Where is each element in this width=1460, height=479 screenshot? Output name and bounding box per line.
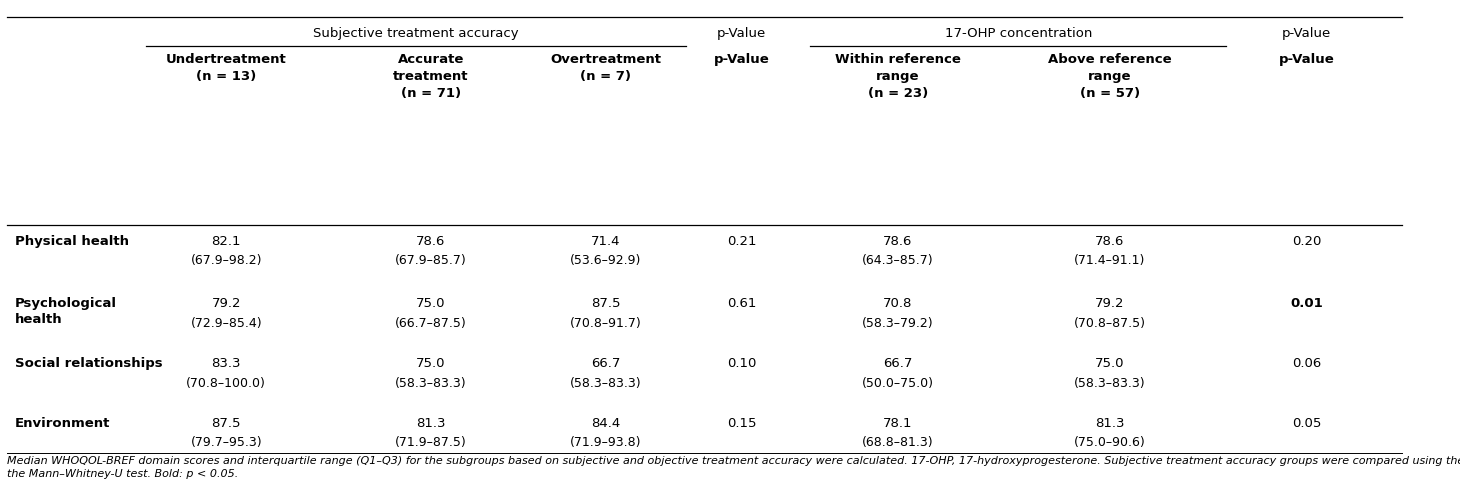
- Text: 84.4: 84.4: [591, 417, 620, 430]
- Text: 78.6: 78.6: [1095, 235, 1124, 248]
- Text: 0.01: 0.01: [1291, 297, 1323, 310]
- Text: (58.3–83.3): (58.3–83.3): [569, 377, 642, 390]
- Text: 78.6: 78.6: [883, 235, 912, 248]
- Text: Social relationships: Social relationships: [15, 357, 162, 370]
- Text: 79.2: 79.2: [1095, 297, 1124, 310]
- Text: p-Value: p-Value: [714, 53, 769, 66]
- Text: (50.0–75.0): (50.0–75.0): [861, 377, 934, 390]
- Text: (79.7–95.3): (79.7–95.3): [190, 436, 263, 449]
- Text: the Mann–Whitney-U test. Bold: p < 0.05.: the Mann–Whitney-U test. Bold: p < 0.05.: [7, 469, 238, 479]
- Text: 66.7: 66.7: [591, 357, 620, 370]
- Text: (67.9–85.7): (67.9–85.7): [394, 254, 467, 267]
- Text: 75.0: 75.0: [1095, 357, 1124, 370]
- Text: 0.15: 0.15: [727, 417, 756, 430]
- Text: (64.3–85.7): (64.3–85.7): [861, 254, 934, 267]
- Text: 71.4: 71.4: [591, 235, 620, 248]
- Text: (53.6–92.9): (53.6–92.9): [571, 254, 641, 267]
- Text: 79.2: 79.2: [212, 297, 241, 310]
- Text: (66.7–87.5): (66.7–87.5): [394, 317, 467, 330]
- Text: 81.3: 81.3: [1095, 417, 1124, 430]
- Text: (58.3–83.3): (58.3–83.3): [1073, 377, 1146, 390]
- Text: 75.0: 75.0: [416, 357, 445, 370]
- Text: Subjective treatment accuracy: Subjective treatment accuracy: [314, 27, 518, 40]
- Text: 82.1: 82.1: [212, 235, 241, 248]
- Text: 0.10: 0.10: [727, 357, 756, 370]
- Text: (58.3–79.2): (58.3–79.2): [861, 317, 934, 330]
- Text: (67.9–98.2): (67.9–98.2): [191, 254, 261, 267]
- Text: (70.8–91.7): (70.8–91.7): [569, 317, 642, 330]
- Text: (72.9–85.4): (72.9–85.4): [190, 317, 263, 330]
- Text: 66.7: 66.7: [883, 357, 912, 370]
- Text: (71.4–91.1): (71.4–91.1): [1075, 254, 1145, 267]
- Text: Psychological
health: Psychological health: [15, 297, 117, 326]
- Text: 78.1: 78.1: [883, 417, 912, 430]
- Text: 0.61: 0.61: [727, 297, 756, 310]
- Text: 75.0: 75.0: [416, 297, 445, 310]
- Text: Above reference
range
(n = 57): Above reference range (n = 57): [1048, 53, 1171, 100]
- Text: 81.3: 81.3: [416, 417, 445, 430]
- Text: 0.06: 0.06: [1292, 357, 1321, 370]
- Text: (71.9–93.8): (71.9–93.8): [571, 436, 641, 449]
- Text: 78.6: 78.6: [416, 235, 445, 248]
- Text: 87.5: 87.5: [212, 417, 241, 430]
- Text: 87.5: 87.5: [591, 297, 620, 310]
- Text: p-Value: p-Value: [717, 27, 766, 40]
- Text: (70.8–100.0): (70.8–100.0): [187, 377, 266, 390]
- Text: Undertreatment
(n = 13): Undertreatment (n = 13): [166, 53, 286, 83]
- Text: 83.3: 83.3: [212, 357, 241, 370]
- Text: Within reference
range
(n = 23): Within reference range (n = 23): [835, 53, 961, 100]
- Text: (70.8–87.5): (70.8–87.5): [1073, 317, 1146, 330]
- Text: Environment: Environment: [15, 417, 110, 430]
- Text: (68.8–81.3): (68.8–81.3): [861, 436, 934, 449]
- Text: (75.0–90.6): (75.0–90.6): [1073, 436, 1146, 449]
- Text: 0.20: 0.20: [1292, 235, 1321, 248]
- Text: p-Value: p-Value: [1282, 27, 1332, 40]
- Text: p-Value: p-Value: [1279, 53, 1334, 66]
- Text: (58.3–83.3): (58.3–83.3): [394, 377, 467, 390]
- Text: 0.21: 0.21: [727, 235, 756, 248]
- Text: 0.05: 0.05: [1292, 417, 1321, 430]
- Text: 17-OHP concentration: 17-OHP concentration: [945, 27, 1092, 40]
- Text: Physical health: Physical health: [15, 235, 128, 248]
- Text: 70.8: 70.8: [883, 297, 912, 310]
- Text: (71.9–87.5): (71.9–87.5): [394, 436, 467, 449]
- Text: Overtreatment
(n = 7): Overtreatment (n = 7): [550, 53, 661, 83]
- Text: Accurate
treatment
(n = 71): Accurate treatment (n = 71): [393, 53, 469, 100]
- Text: Median WHOQOL-BREF domain scores and interquartile range (Q1–Q3) for the subgrou: Median WHOQOL-BREF domain scores and int…: [7, 456, 1460, 466]
